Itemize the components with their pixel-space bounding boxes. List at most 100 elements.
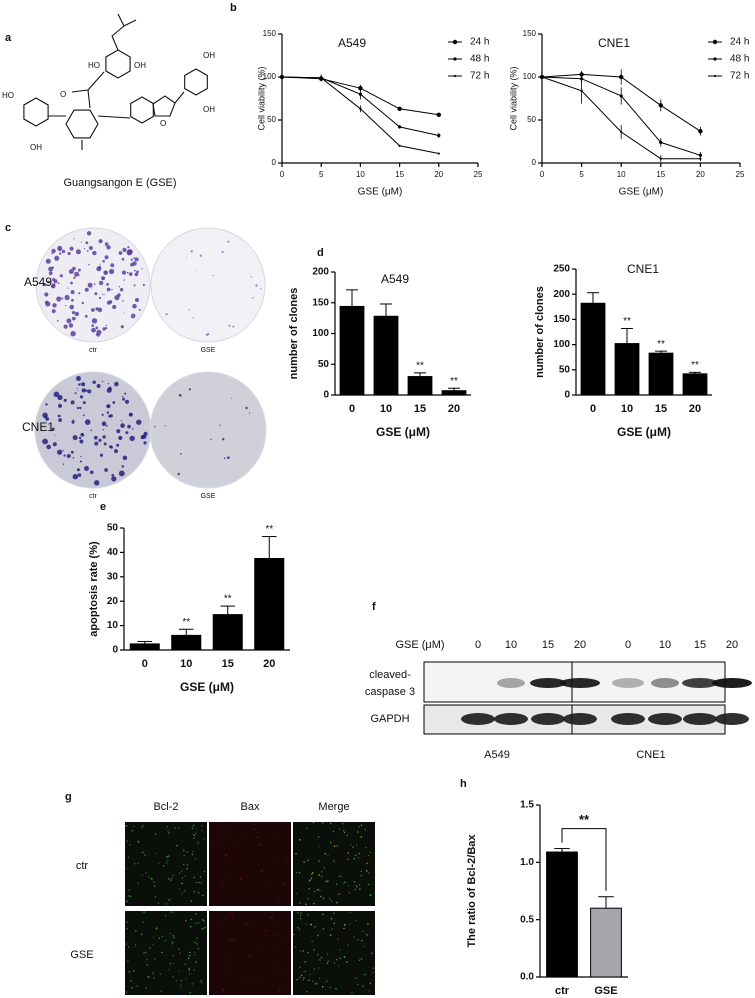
fluorescence-speck <box>184 875 186 877</box>
fluorescence-speck <box>320 895 322 898</box>
fluorescence-speck <box>323 867 325 869</box>
fluorescence-speck <box>256 836 258 838</box>
colony <box>47 280 51 284</box>
fluorescence-speck <box>197 842 199 844</box>
culture-dish <box>35 227 151 343</box>
colony <box>70 450 74 454</box>
if-column-label: Merge <box>318 801 349 813</box>
colony <box>221 250 224 253</box>
fluorescence-speck <box>333 962 336 964</box>
panel-label: b <box>230 2 237 14</box>
data-point <box>280 75 284 79</box>
fluorescence-speck <box>160 990 162 992</box>
blot-band <box>612 678 644 688</box>
fluorescence-speck <box>203 870 206 873</box>
fluorescence-speck <box>172 976 174 978</box>
fluorescence-speck <box>347 852 349 854</box>
fluorescence-speck <box>358 826 360 828</box>
colony <box>72 474 79 480</box>
bar <box>682 373 708 396</box>
legend-marker <box>712 39 718 45</box>
panel-label: h <box>460 778 467 790</box>
fluorescence-speck <box>145 872 147 874</box>
fluorescence-speck <box>327 960 329 962</box>
chart-title: CNE1 <box>627 262 659 276</box>
x-tick-label: 15 <box>414 403 426 415</box>
data-point <box>437 133 441 138</box>
colony <box>121 270 127 275</box>
fluorescence-speck <box>296 979 298 981</box>
colony <box>101 380 104 383</box>
colony <box>44 300 49 304</box>
fluorescence-speck <box>354 888 356 891</box>
fluorescence-speck <box>351 991 353 994</box>
fluorescence-speck <box>274 858 276 860</box>
fluorescence-speck <box>302 950 304 952</box>
fluorescence-speck <box>196 943 198 945</box>
fluorescence-speck <box>130 980 132 982</box>
colony <box>232 325 235 328</box>
fluorescence-speck <box>359 884 361 886</box>
data-point <box>620 130 623 134</box>
colony <box>75 249 81 255</box>
fluorescence-speck <box>318 977 321 980</box>
colony <box>79 395 84 399</box>
fluorescence-speck <box>310 924 312 926</box>
colony <box>42 438 48 445</box>
colony <box>70 290 75 295</box>
fluorescence-speck <box>200 980 202 982</box>
fluorescence-speck <box>211 841 213 843</box>
fluorescence-speck <box>330 900 333 902</box>
colony <box>136 270 139 274</box>
bar <box>648 352 674 396</box>
x-tick-label: 10 <box>180 658 192 670</box>
fluorescence-speck <box>167 859 169 861</box>
y-axis-label: Cell viability (%) <box>256 66 266 130</box>
fluorescence-speck <box>271 916 273 918</box>
fluorescence-speck <box>154 896 157 898</box>
legend-marker <box>713 57 717 61</box>
data-point <box>359 107 362 110</box>
fluorescence-speck <box>190 918 192 921</box>
row-label: A549 <box>24 275 52 289</box>
fluorescence-speck <box>143 911 145 913</box>
colony <box>51 248 56 254</box>
colony <box>102 327 106 331</box>
colony <box>51 266 55 269</box>
colony <box>74 392 77 395</box>
fluorescence-speck <box>193 837 195 839</box>
colony <box>77 473 82 477</box>
fluorescence-speck <box>193 834 195 836</box>
fluorescence-speck <box>319 959 321 961</box>
atom-label: HO <box>88 61 100 70</box>
colony <box>64 294 70 301</box>
colony <box>122 396 124 398</box>
chart-title: A549 <box>381 272 409 286</box>
colony <box>51 284 56 289</box>
colony <box>177 472 180 476</box>
x-tick-label: 5 <box>579 170 584 179</box>
significance-label: ** <box>416 361 424 372</box>
fluorescence-speck <box>346 961 348 963</box>
fluorescence-speck <box>309 879 312 881</box>
colony <box>123 279 126 281</box>
colony <box>114 381 119 387</box>
bar <box>171 634 202 651</box>
colony <box>88 263 90 266</box>
fluorescence-speck <box>179 984 182 986</box>
blot-band <box>648 713 682 725</box>
fluorescence-speck <box>192 825 195 827</box>
colony <box>54 255 60 261</box>
colony <box>101 421 107 427</box>
colony <box>82 401 86 405</box>
fluorescence-speck <box>311 873 313 875</box>
fluorescence-speck <box>145 987 147 989</box>
fluorescence-speck <box>303 977 305 979</box>
colony <box>143 441 147 445</box>
colony <box>80 432 85 437</box>
colony <box>70 331 76 337</box>
colony <box>136 419 142 425</box>
blot-band <box>461 713 495 725</box>
fluorescence-speck <box>317 934 319 936</box>
fluorescence-speck <box>322 913 324 915</box>
